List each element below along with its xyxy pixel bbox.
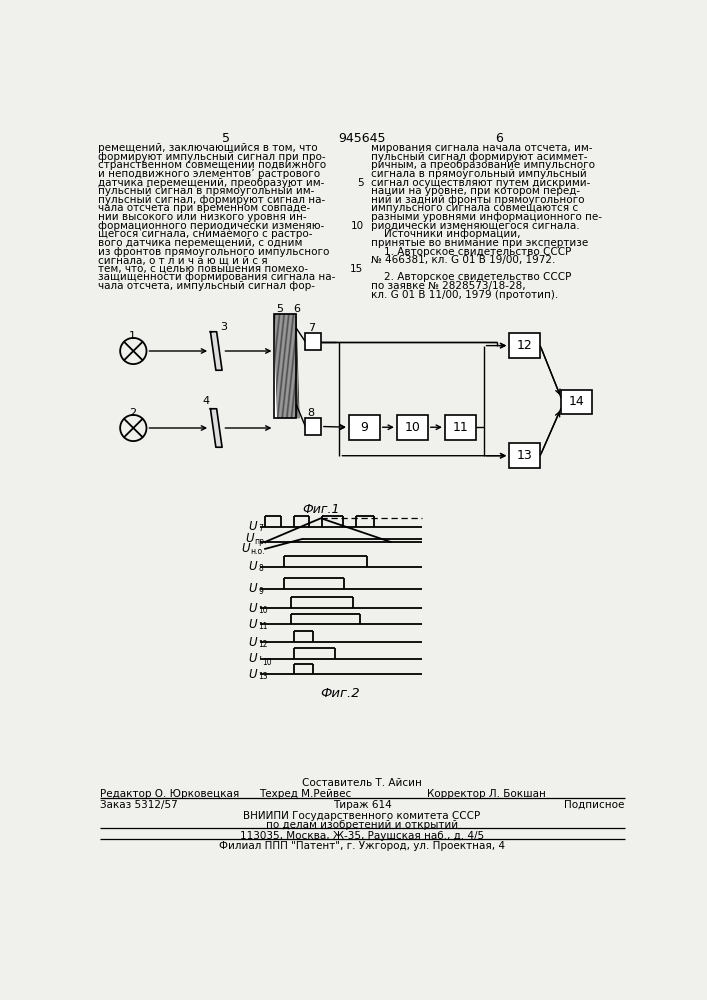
Text: разными уровнями информационного пе-: разными уровнями информационного пе- bbox=[371, 212, 602, 222]
Text: из фронтов прямоугольного импульсного: из фронтов прямоугольного импульсного bbox=[98, 247, 329, 257]
Text: ричным, а преобразование импульсного: ричным, а преобразование импульсного bbox=[371, 160, 595, 170]
Text: U: U bbox=[249, 668, 257, 681]
Text: 2. Авторское свидетельство СССР: 2. Авторское свидетельство СССР bbox=[371, 272, 572, 282]
Text: 13: 13 bbox=[258, 672, 268, 681]
Text: 8: 8 bbox=[258, 564, 263, 573]
Text: Фиг.2: Фиг.2 bbox=[320, 687, 360, 700]
Text: U: U bbox=[241, 542, 250, 555]
Text: U: U bbox=[249, 520, 257, 533]
Text: 14: 14 bbox=[568, 395, 585, 408]
Text: 945645: 945645 bbox=[338, 132, 386, 145]
Text: 12: 12 bbox=[517, 339, 532, 352]
Bar bbox=[509, 333, 540, 358]
Text: 1: 1 bbox=[129, 331, 136, 341]
Bar bbox=[305, 418, 321, 435]
Text: датчика перемещений, преобразуют им-: датчика перемещений, преобразуют им- bbox=[98, 178, 324, 188]
Text: 15: 15 bbox=[350, 264, 363, 274]
Text: 7: 7 bbox=[308, 323, 315, 333]
Text: ний и задний фронты прямоугольного: ний и задний фронты прямоугольного bbox=[371, 195, 585, 205]
Text: 5: 5 bbox=[221, 132, 230, 145]
Text: 9: 9 bbox=[361, 421, 368, 434]
Text: нии высокого или низкого уровня ин-: нии высокого или низкого уровня ин- bbox=[98, 212, 306, 222]
Text: 10: 10 bbox=[262, 658, 271, 667]
Text: 7: 7 bbox=[258, 524, 263, 533]
Text: тем, что, с целью повышения помехо-: тем, что, с целью повышения помехо- bbox=[98, 264, 308, 274]
Text: и неподвижного элементов’ растрового: и неподвижного элементов’ растрового bbox=[98, 169, 320, 179]
Text: U: U bbox=[249, 582, 257, 595]
Text: ВНИИПИ Государственного комитета СССР: ВНИИПИ Государственного комитета СССР bbox=[243, 811, 481, 821]
Text: 5: 5 bbox=[276, 304, 283, 314]
Text: странственном совмещении подвижного: странственном совмещении подвижного bbox=[98, 160, 326, 170]
Text: Тираж 614: Тираж 614 bbox=[332, 800, 392, 810]
Text: пульсный сигнал в прямоугольный им-: пульсный сигнал в прямоугольный им- bbox=[98, 186, 314, 196]
Text: Корректор Л. Бокшан: Корректор Л. Бокшан bbox=[427, 789, 546, 799]
Text: 12: 12 bbox=[258, 640, 268, 649]
Bar bbox=[397, 415, 428, 440]
Text: защищенности формирования сигнала на-: защищенности формирования сигнала на- bbox=[98, 272, 335, 282]
Text: 5: 5 bbox=[357, 178, 363, 188]
Text: пульсный сигнал, формируют сигнал на-: пульсный сигнал, формируют сигнал на- bbox=[98, 195, 325, 205]
Text: 11: 11 bbox=[258, 622, 268, 631]
Text: U: U bbox=[245, 532, 253, 545]
Text: вого датчика перемещений, с одним: вого датчика перемещений, с одним bbox=[98, 238, 302, 248]
Text: сигнала в прямоугольный импульсный: сигнала в прямоугольный импульсный bbox=[371, 169, 587, 179]
Text: U: U bbox=[249, 602, 257, 615]
Text: пульсный сигнал формируют асиммет-: пульсный сигнал формируют асиммет- bbox=[371, 152, 588, 162]
Bar bbox=[349, 415, 380, 440]
Text: импульсного сигнала совмещаются с: импульсного сигнала совмещаются с bbox=[371, 203, 578, 213]
Text: Фиг.1: Фиг.1 bbox=[302, 503, 339, 516]
Text: Техред М.Рейвес: Техред М.Рейвес bbox=[259, 789, 351, 799]
Text: пр.: пр. bbox=[255, 537, 267, 546]
Text: 11: 11 bbox=[452, 421, 468, 434]
Text: U: U bbox=[249, 560, 257, 573]
Text: нации на уровне, при котором перед-: нации на уровне, при котором перед- bbox=[371, 186, 580, 196]
Text: по заявке № 2828573/18-28,: по заявке № 2828573/18-28, bbox=[371, 281, 526, 291]
Text: 113035, Москва, Ж-35, Раушская наб., д. 4/5: 113035, Москва, Ж-35, Раушская наб., д. … bbox=[240, 831, 484, 841]
Text: сигнал осуществляют путем дискрими-: сигнал осуществляют путем дискрими- bbox=[371, 178, 590, 188]
Text: № 466381, кл. G 01 B 19/00, 1972.: № 466381, кл. G 01 B 19/00, 1972. bbox=[371, 255, 556, 265]
Text: 3: 3 bbox=[220, 322, 227, 332]
Text: 10: 10 bbox=[258, 606, 268, 615]
Text: ’: ’ bbox=[258, 656, 261, 666]
Text: 2: 2 bbox=[129, 408, 136, 418]
Text: U: U bbox=[249, 652, 257, 666]
Text: формационного периодически изменяю-: формационного периодически изменяю- bbox=[98, 221, 324, 231]
Text: Редактор О. Юрковецкая: Редактор О. Юрковецкая bbox=[100, 789, 239, 799]
Bar bbox=[561, 389, 592, 414]
Text: Заказ 5312/57: Заказ 5312/57 bbox=[100, 800, 177, 810]
Polygon shape bbox=[211, 409, 222, 447]
Bar bbox=[509, 443, 540, 468]
Text: принятые во внимание при экспертизе: принятые во внимание при экспертизе bbox=[371, 238, 588, 248]
Text: Составитель Т. Айсин: Составитель Т. Айсин bbox=[302, 778, 422, 788]
Text: чала отсчета при временном совпаде-: чала отсчета при временном совпаде- bbox=[98, 203, 310, 213]
Text: риодически изменяющегося сигнала.: риодически изменяющегося сигнала. bbox=[371, 221, 580, 231]
Text: чала отсчета, импульсный сигнал фор-: чала отсчета, импульсный сигнал фор- bbox=[98, 281, 315, 291]
Text: н.о.: н.о. bbox=[250, 547, 265, 556]
Polygon shape bbox=[211, 332, 222, 370]
Text: Источники информации,: Источники информации, bbox=[371, 229, 521, 239]
Bar bbox=[274, 314, 296, 418]
Text: 10: 10 bbox=[351, 221, 363, 231]
Text: 10: 10 bbox=[404, 421, 420, 434]
Text: U: U bbox=[249, 636, 257, 649]
Text: 13: 13 bbox=[517, 449, 532, 462]
Text: щегося сигнала, снимаемого с растро-: щегося сигнала, снимаемого с растро- bbox=[98, 229, 312, 239]
Text: U: U bbox=[249, 618, 257, 631]
Text: ремещений, заключающийся в том, что: ремещений, заключающийся в том, что bbox=[98, 143, 317, 153]
Text: Филиал ППП "Патент", г. Ужгород, ул. Проектная, 4: Филиал ППП "Патент", г. Ужгород, ул. Про… bbox=[219, 841, 505, 851]
Text: сигнала, о т л и ч а ю щ и й с я: сигнала, о т л и ч а ю щ и й с я bbox=[98, 255, 267, 265]
Bar bbox=[305, 333, 321, 350]
Text: мирования сигнала начала отсчета, им-: мирования сигнала начала отсчета, им- bbox=[371, 143, 592, 153]
Text: 1. Авторское свидетельство СССР: 1. Авторское свидетельство СССР bbox=[371, 247, 572, 257]
Text: кл. G 01 B 11/00, 1979 (прототип).: кл. G 01 B 11/00, 1979 (прототип). bbox=[371, 290, 559, 300]
Text: 9: 9 bbox=[258, 587, 263, 596]
Text: 8: 8 bbox=[308, 408, 315, 418]
Text: 6: 6 bbox=[495, 132, 503, 145]
Text: по делам изобретений и открытий: по делам изобретений и открытий bbox=[266, 820, 458, 830]
Text: 4: 4 bbox=[202, 396, 209, 406]
Text: 6: 6 bbox=[293, 304, 300, 314]
Text: формируют импульсный сигнал при про-: формируют импульсный сигнал при про- bbox=[98, 152, 325, 162]
Bar bbox=[445, 415, 476, 440]
Text: Подписное: Подписное bbox=[564, 800, 625, 810]
